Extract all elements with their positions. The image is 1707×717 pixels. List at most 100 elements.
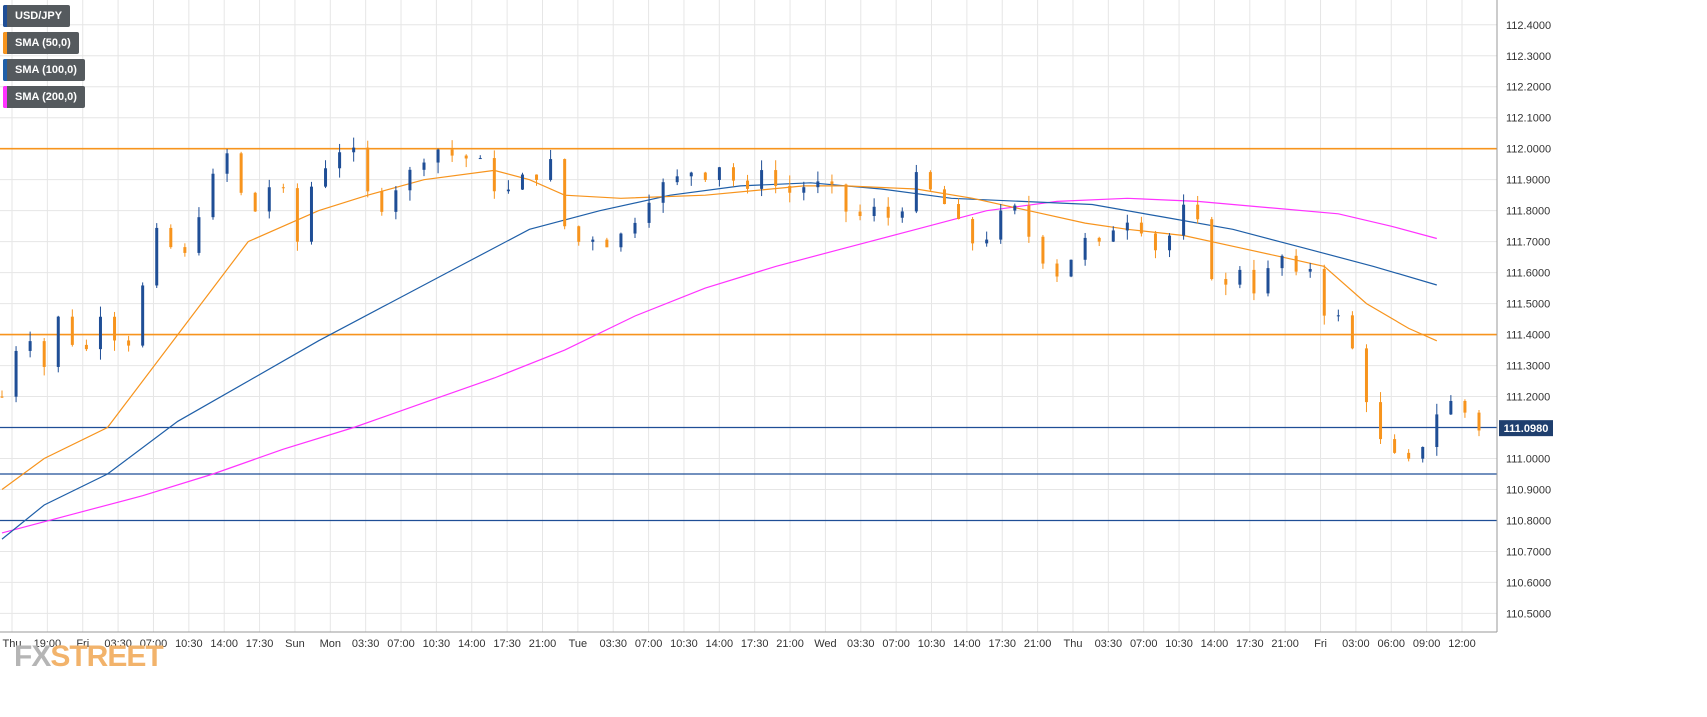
candle[interactable]	[295, 183, 299, 251]
candle[interactable]	[56, 315, 60, 373]
candle[interactable]	[1350, 311, 1354, 350]
candle[interactable]	[886, 197, 890, 226]
candle[interactable]	[1308, 262, 1312, 278]
candle[interactable]	[1097, 236, 1101, 247]
candle[interactable]	[703, 171, 707, 182]
candle[interactable]	[42, 338, 46, 376]
candle[interactable]	[450, 140, 454, 162]
candle[interactable]	[492, 150, 496, 199]
candle[interactable]	[324, 160, 328, 189]
candle[interactable]	[1393, 434, 1397, 454]
candle[interactable]	[549, 149, 553, 182]
candle[interactable]	[98, 306, 102, 360]
candle[interactable]	[239, 151, 243, 196]
candle[interactable]	[84, 339, 88, 352]
candle[interactable]	[464, 154, 468, 168]
candle[interactable]	[394, 186, 398, 220]
candle[interactable]	[225, 148, 229, 182]
candle[interactable]	[914, 164, 918, 214]
candle[interactable]	[1463, 399, 1467, 418]
candle[interactable]	[0, 390, 4, 398]
candle[interactable]	[1421, 446, 1425, 463]
candle[interactable]	[1139, 216, 1143, 237]
candle[interactable]	[253, 191, 257, 212]
candle[interactable]	[830, 174, 834, 194]
candle[interactable]	[408, 166, 412, 201]
candle[interactable]	[577, 225, 581, 246]
candle[interactable]	[478, 155, 482, 160]
candle[interactable]	[1336, 309, 1340, 322]
candle[interactable]	[422, 158, 426, 177]
candle[interactable]	[366, 140, 370, 198]
candle[interactable]	[1027, 195, 1031, 243]
candle[interactable]	[563, 158, 567, 230]
candle[interactable]	[760, 160, 764, 197]
candle[interactable]	[971, 217, 975, 251]
candle[interactable]	[535, 174, 539, 186]
candle[interactable]	[1477, 409, 1481, 437]
candle[interactable]	[591, 236, 595, 251]
legend-usdjpy[interactable]: USD/JPY	[3, 5, 71, 27]
candle[interactable]	[1407, 449, 1411, 462]
candle[interactable]	[957, 198, 961, 220]
candle[interactable]	[14, 346, 18, 403]
candle[interactable]	[1069, 259, 1073, 278]
candle[interactable]	[1111, 226, 1115, 242]
candle[interactable]	[352, 137, 356, 162]
candle[interactable]	[788, 175, 792, 203]
candle[interactable]	[647, 194, 651, 228]
candle[interactable]	[1266, 260, 1270, 297]
candle[interactable]	[309, 181, 313, 245]
candle[interactable]	[1168, 233, 1172, 258]
candle[interactable]	[1153, 230, 1157, 259]
candle[interactable]	[1210, 216, 1214, 281]
candle[interactable]	[999, 204, 1003, 244]
candle[interactable]	[281, 183, 285, 193]
candle[interactable]	[675, 169, 679, 186]
candle[interactable]	[141, 282, 145, 348]
candle[interactable]	[520, 172, 524, 191]
candle[interactable]	[633, 217, 637, 239]
candle[interactable]	[731, 163, 735, 187]
candle[interactable]	[169, 224, 173, 249]
candle[interactable]	[1238, 266, 1242, 289]
candle[interactable]	[1083, 232, 1087, 266]
candle[interactable]	[746, 174, 750, 194]
candle[interactable]	[506, 180, 510, 194]
candle[interactable]	[1435, 403, 1439, 456]
candle[interactable]	[1364, 344, 1368, 413]
candle[interactable]	[113, 311, 117, 351]
candle[interactable]	[1224, 272, 1228, 296]
candle[interactable]	[155, 223, 159, 288]
horizontal-levels[interactable]	[0, 147, 1497, 522]
candle[interactable]	[717, 166, 721, 187]
candle[interactable]	[1252, 259, 1256, 301]
candle[interactable]	[1013, 203, 1017, 215]
candle[interactable]	[844, 183, 848, 223]
candle[interactable]	[197, 207, 201, 256]
candle[interactable]	[661, 178, 665, 213]
candle[interactable]	[436, 148, 440, 174]
candle[interactable]	[900, 207, 904, 223]
candle[interactable]	[211, 168, 215, 220]
candle[interactable]	[689, 171, 693, 186]
candle[interactable]	[605, 237, 609, 248]
candle[interactable]	[858, 204, 862, 221]
candle[interactable]	[1041, 234, 1045, 269]
candle[interactable]	[1125, 214, 1129, 240]
candle[interactable]	[942, 185, 946, 205]
candle[interactable]	[872, 198, 876, 222]
candle[interactable]	[816, 171, 820, 194]
candle[interactable]	[267, 179, 271, 219]
candle[interactable]	[1322, 264, 1326, 325]
candles[interactable]	[0, 137, 1481, 463]
candle[interactable]	[183, 243, 187, 257]
candle[interactable]	[1196, 195, 1200, 224]
candle[interactable]	[1280, 254, 1284, 276]
legend-sma50[interactable]: SMA (50,0)	[3, 32, 79, 54]
candle[interactable]	[1449, 395, 1453, 415]
candle[interactable]	[774, 160, 778, 194]
current-price-tag[interactable]: 111.0980	[1499, 420, 1553, 437]
